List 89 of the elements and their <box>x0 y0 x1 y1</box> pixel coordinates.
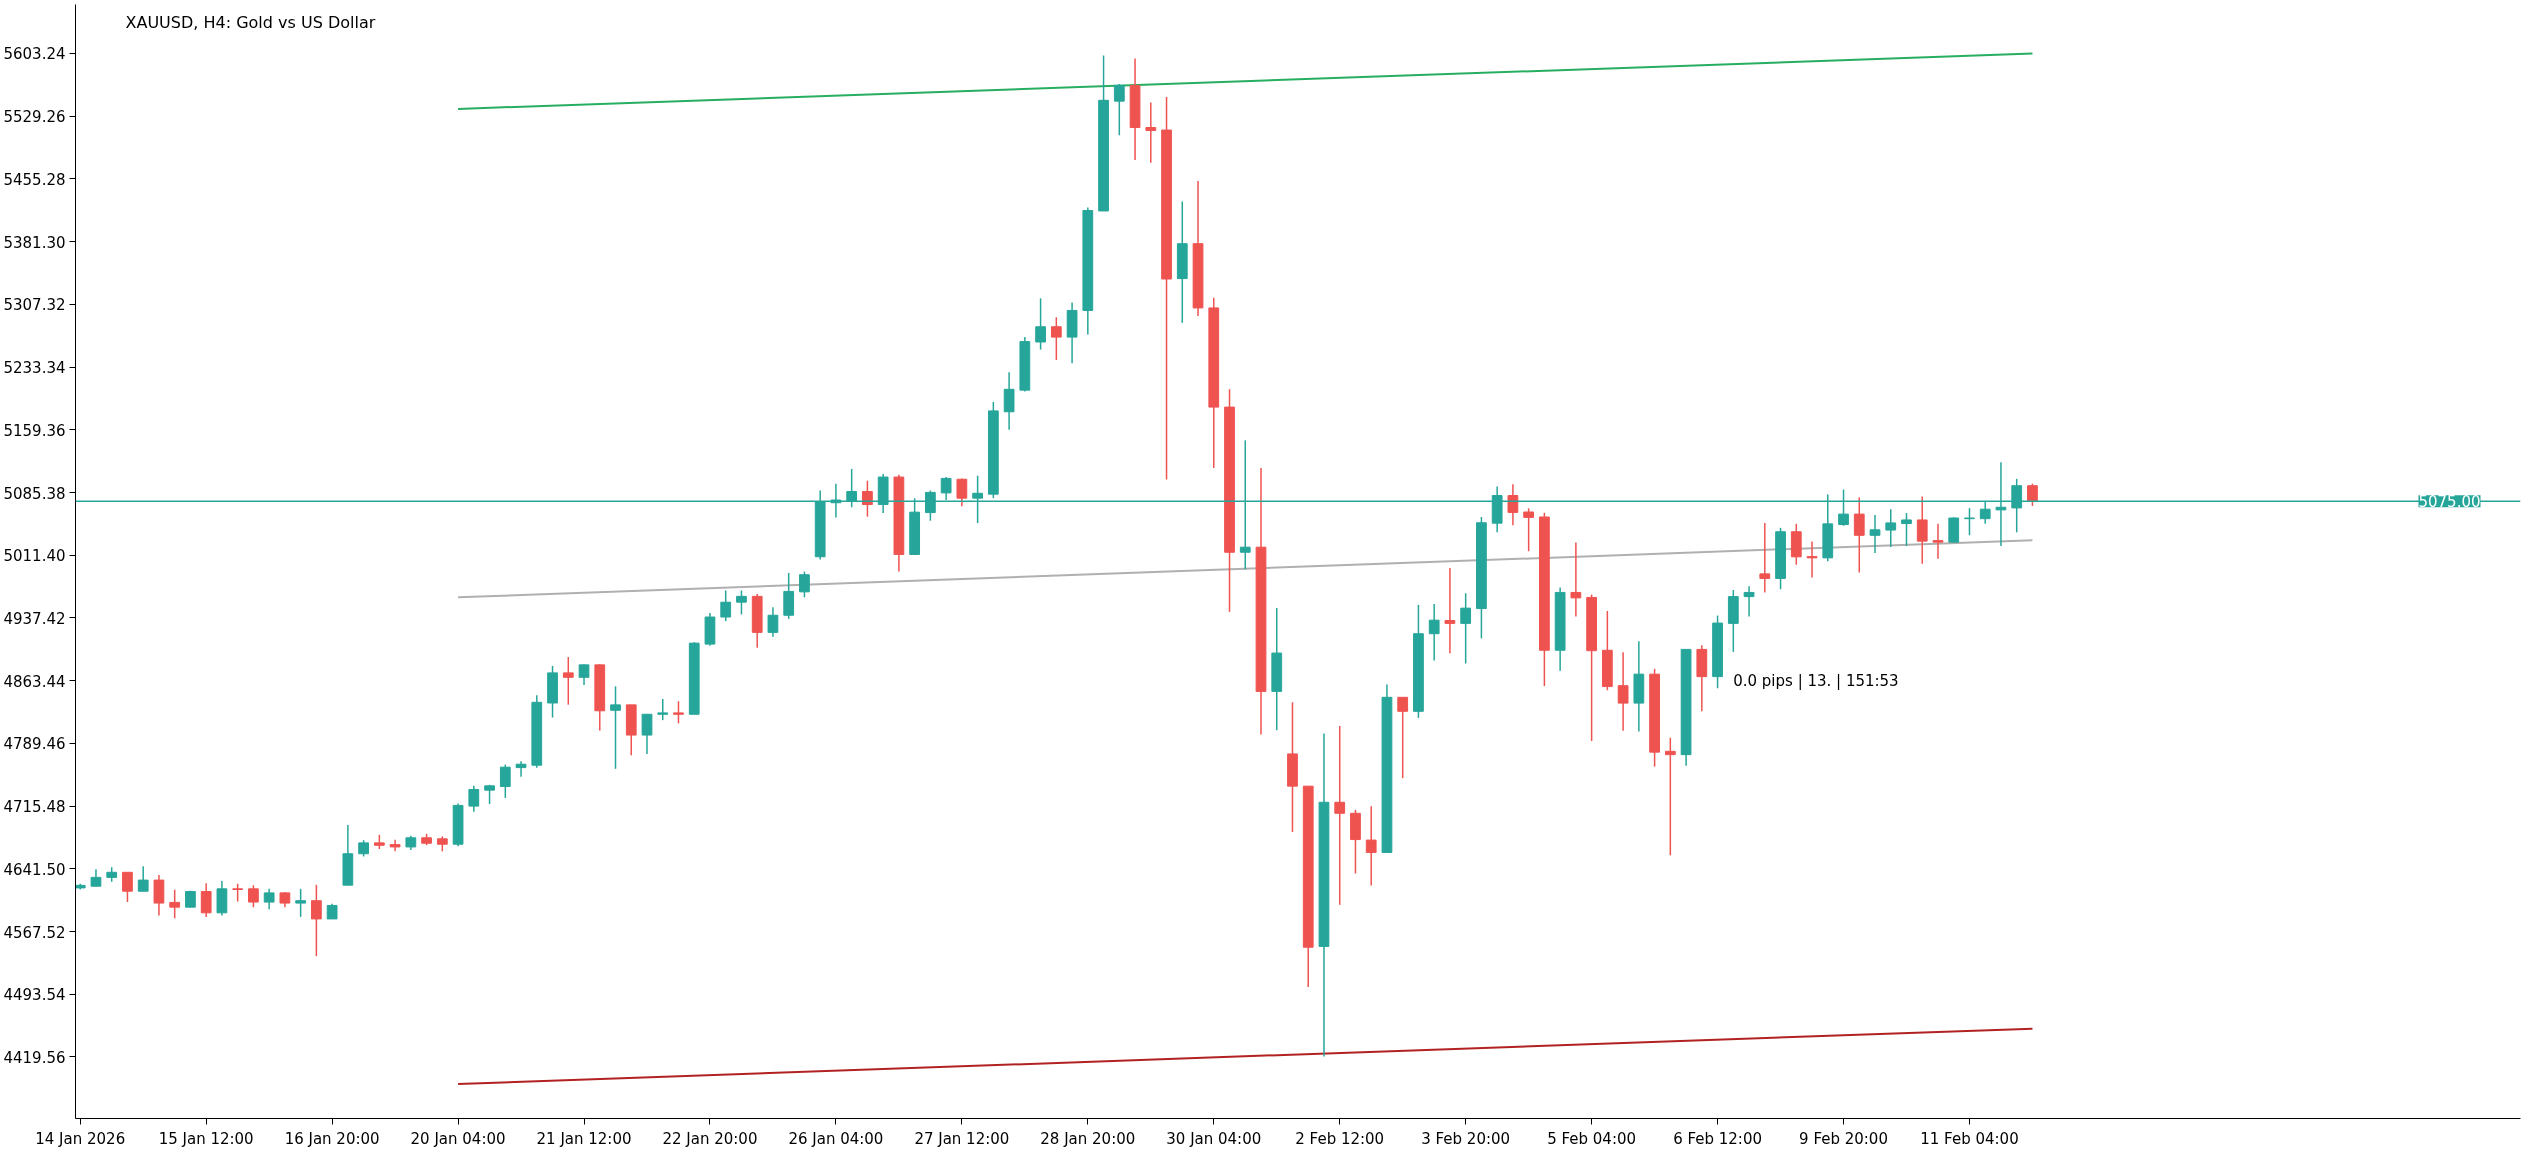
candlestick <box>641 713 653 755</box>
y-tick-label: 4937.42 <box>3 609 66 628</box>
x-tick-label: 9 Feb 20:00 <box>1799 1129 1888 1148</box>
candlestick <box>562 656 574 706</box>
candlestick <box>799 570 810 599</box>
y-tick-label: 5233.34 <box>3 359 66 378</box>
x-tick-label: 28 Jan 20:00 <box>1040 1129 1136 1148</box>
candlestick <box>1113 83 1125 136</box>
y-tick-label: 4567.52 <box>3 923 66 942</box>
candlestick <box>1932 523 1944 560</box>
candlestick <box>1397 696 1409 779</box>
x-tick-label: 15 Jan 12:00 <box>158 1129 254 1148</box>
candlestick <box>1334 725 1346 906</box>
y-tick-label: 5603.24 <box>3 45 66 64</box>
y-tick-label: 4863.44 <box>3 672 66 691</box>
text: XAUUSD, H4: Gold vs US Dollar <box>125 12 376 32</box>
candlestick <box>1806 540 1818 579</box>
x-tick-label: 27 Jan 12:00 <box>914 1129 1010 1148</box>
candlestick <box>1035 297 1046 351</box>
candlestick <box>515 760 527 778</box>
y-tick-label: 5529.26 <box>3 108 66 127</box>
candlestick <box>1460 592 1472 665</box>
candlestick <box>1743 585 1755 618</box>
candlestick <box>248 884 259 908</box>
candlestick <box>1444 567 1456 654</box>
y-tick-label: 5455.28 <box>3 170 66 189</box>
candlestick <box>578 663 590 686</box>
x-tick-label: 6 Feb 12:00 <box>1673 1129 1763 1148</box>
x-tick-label: 22 Jan 20:00 <box>662 1129 758 1148</box>
candlestick <box>1428 603 1440 662</box>
annotation: 0.0 pips | 13. | 151:53 <box>1733 671 1899 690</box>
candlestick <box>767 606 779 638</box>
candlestick <box>2027 482 2038 507</box>
candlestick <box>169 889 181 919</box>
candlestick <box>311 884 322 957</box>
y-tick-label: 4789.46 <box>3 735 66 754</box>
x-tick-label: 2 Feb 12:00 <box>1295 1129 1385 1148</box>
candlestick <box>1901 512 1912 547</box>
y-tick-label: 4493.54 <box>3 986 66 1005</box>
candlestick <box>1853 496 1865 574</box>
candlestick <box>1145 101 1157 164</box>
x-tick-label: 30 Jan 04:00 <box>1166 1129 1262 1148</box>
y-tick-label: 4715.48 <box>3 798 66 817</box>
ref-line-label: 5075.00 <box>2418 493 2481 512</box>
candlestick <box>1523 507 1535 552</box>
candlestick <box>200 882 212 918</box>
x-tick-label: 14 Jan 2026 <box>35 1129 126 1148</box>
candlestick <box>657 698 669 721</box>
candlestick <box>1759 522 1771 594</box>
candlestick <box>1365 805 1377 887</box>
candlestick <box>468 785 480 813</box>
candlestick <box>216 880 228 917</box>
candlestick <box>1507 483 1519 526</box>
candlestick <box>1003 371 1015 431</box>
candlestick <box>499 763 511 799</box>
x-tick-label: 3 Feb 20:00 <box>1421 1129 1511 1148</box>
candlestick <box>783 572 795 620</box>
candlestick <box>1617 651 1629 732</box>
y-tick-label: 5159.36 <box>3 421 66 440</box>
y-tick-label: 4641.50 <box>3 860 66 879</box>
x-tick-label: 5 Feb 04:00 <box>1547 1129 1637 1148</box>
x-tick-label: 21 Jan 12:00 <box>536 1129 632 1148</box>
y-tick-label: 5085.38 <box>3 484 66 503</box>
y-tick-label: 5307.32 <box>3 296 66 315</box>
candlestick <box>1916 495 1928 565</box>
x-tick-label: 20 Jan 04:00 <box>410 1129 506 1148</box>
candlestick <box>137 865 149 892</box>
candlestick <box>736 589 747 616</box>
x-tick-label: 11 Feb 04:00 <box>1920 1129 2019 1148</box>
y-tick-label: 5381.30 <box>3 233 66 252</box>
candlestick <box>673 700 684 725</box>
candlestick <box>1964 507 1975 537</box>
candlestick <box>1570 541 1582 618</box>
candlestick <box>862 479 873 518</box>
candlestick <box>1664 737 1676 857</box>
candlestick <box>1050 316 1062 361</box>
candlestick <box>1885 508 1897 548</box>
y-tick-label: 4419.56 <box>3 1048 66 1067</box>
candlestick <box>956 477 968 508</box>
x-tick-label: 16 Jan 20:00 <box>284 1129 380 1148</box>
candlestick <box>153 874 165 917</box>
candlestick <box>1869 514 1881 554</box>
candlestick <box>263 888 275 910</box>
candlestick <box>610 685 621 770</box>
candlestick <box>122 871 133 903</box>
y-tick-label: 5011.40 <box>3 547 66 566</box>
x-tick-label: 26 Jan 04:00 <box>788 1129 884 1148</box>
candlestick <box>720 589 732 622</box>
candlestick <box>295 888 307 918</box>
